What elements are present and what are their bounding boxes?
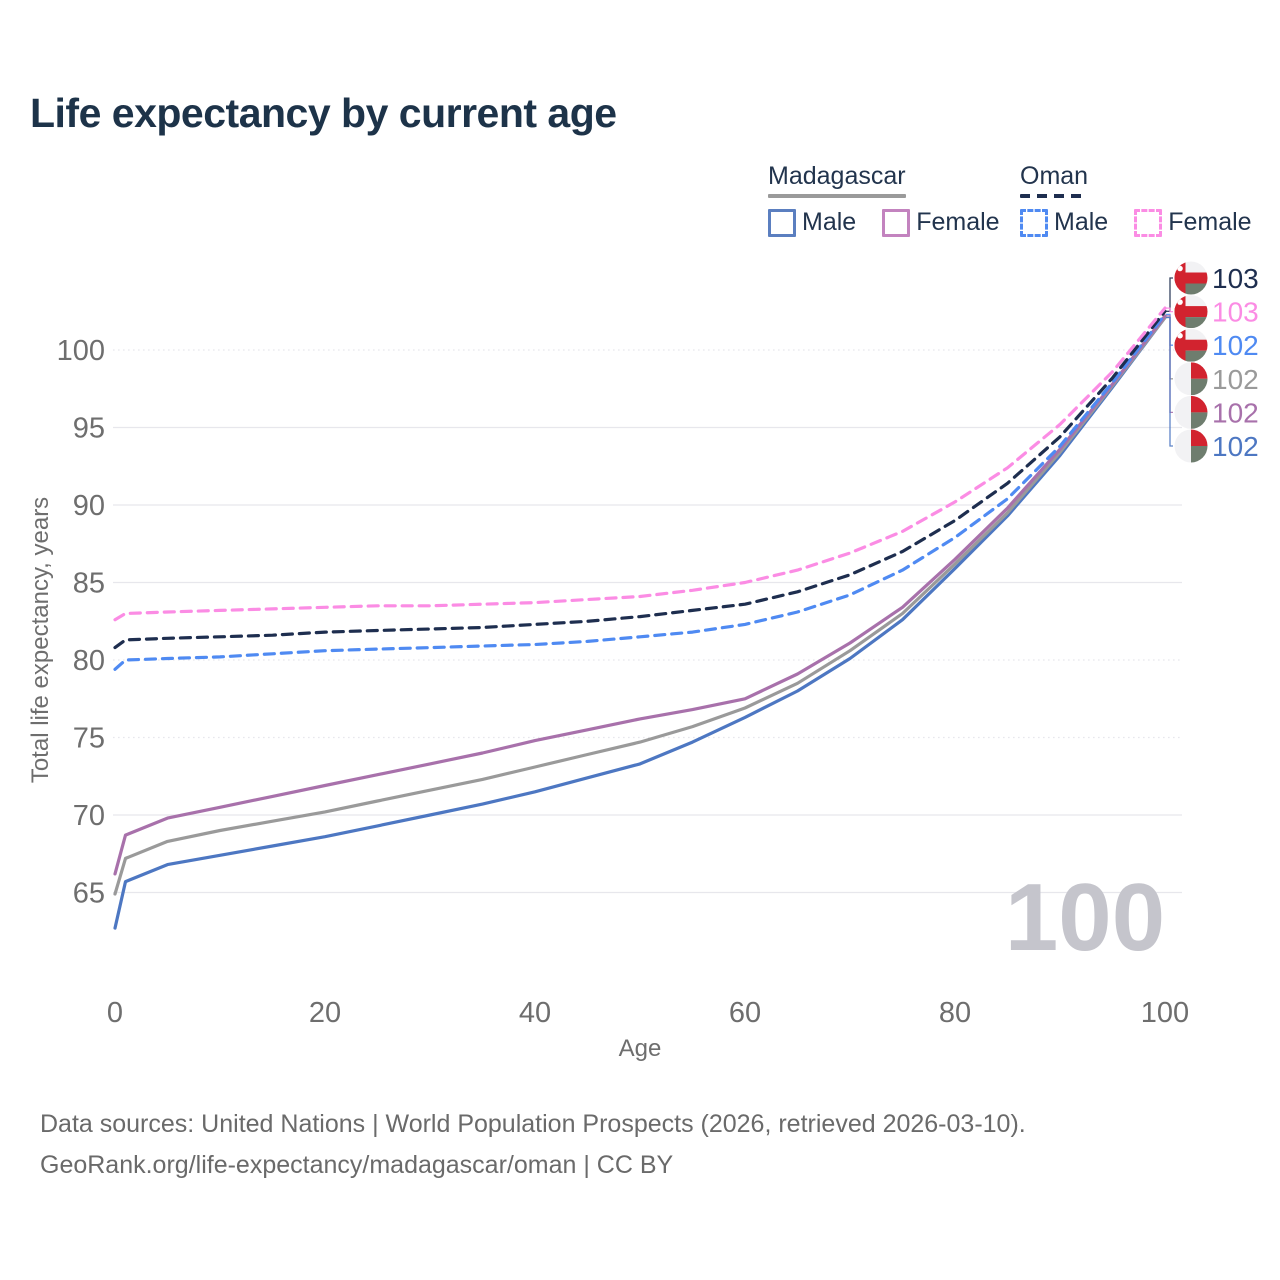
end-value-label-madagascar-female: 102 bbox=[1212, 397, 1259, 428]
legend-underline-oman bbox=[1020, 194, 1089, 198]
end-label-leader bbox=[1166, 307, 1173, 313]
end-value-label-oman-total: 103 bbox=[1212, 263, 1259, 294]
legend-group-oman: Oman Male Female bbox=[1020, 162, 1252, 237]
oman-flag-icon bbox=[1174, 328, 1208, 362]
legend-group-madagascar: Madagascar Male Female bbox=[768, 162, 1000, 237]
y-tick-label: 75 bbox=[73, 723, 105, 755]
x-tick-label: 0 bbox=[107, 997, 123, 1029]
legend-country-label-madagascar: Madagascar bbox=[768, 162, 906, 190]
end-value-label-oman-female: 103 bbox=[1212, 297, 1259, 328]
series-line-madagascar-female[interactable] bbox=[113, 314, 1167, 876]
footer-data-sources: Data sources: United Nations | World Pop… bbox=[40, 1110, 1026, 1138]
y-axis-title: Total life expectancy, years bbox=[27, 497, 54, 783]
legend-item-madagascar-female[interactable]: Female bbox=[882, 208, 1000, 237]
legend-swatch-oman-male-icon bbox=[1020, 208, 1048, 237]
legend-item-label: Male bbox=[1054, 208, 1109, 236]
oman-flag-icon bbox=[1174, 261, 1208, 295]
series-line-oman-male[interactable] bbox=[113, 312, 1167, 671]
x-tick-label: 20 bbox=[309, 997, 341, 1029]
x-tick-label: 60 bbox=[729, 997, 761, 1029]
end-value-label-madagascar-male: 102 bbox=[1212, 431, 1259, 462]
end-value-label-oman-male: 102 bbox=[1212, 330, 1259, 361]
y-tick-label: 95 bbox=[73, 413, 105, 445]
legend-underline-madagascar bbox=[768, 194, 906, 198]
series-line-madagascar-male[interactable] bbox=[113, 315, 1167, 930]
legend-item-oman-male[interactable]: Male bbox=[1020, 208, 1108, 237]
series-line-oman-female[interactable] bbox=[113, 306, 1167, 622]
page-title: Life expectancy by current age bbox=[30, 90, 617, 136]
end-label-leader bbox=[1166, 277, 1173, 312]
x-tick-label: 40 bbox=[519, 997, 551, 1029]
x-axis-title: Age bbox=[619, 1035, 662, 1062]
footer-attribution: GeoRank.org/life-expectancy/madagascar/o… bbox=[40, 1151, 674, 1179]
series-line-oman-total[interactable] bbox=[113, 309, 1167, 650]
y-tick-label: 70 bbox=[73, 800, 105, 832]
legend-item-oman-female[interactable]: Female bbox=[1134, 208, 1252, 237]
legend-item-label: Female bbox=[1168, 208, 1252, 236]
madagascar-flag-icon bbox=[1174, 429, 1208, 463]
legend-country-label-oman: Oman bbox=[1020, 162, 1089, 190]
y-tick-label: 80 bbox=[73, 645, 105, 677]
footer: Data sources: United Nations | World Pop… bbox=[40, 1104, 1026, 1186]
legend-item-label: Female bbox=[916, 208, 1000, 236]
end-label-leader bbox=[1166, 316, 1173, 447]
legend-country-oman[interactable]: Oman bbox=[1020, 162, 1089, 198]
watermark-age: 100 bbox=[1005, 864, 1165, 971]
x-tick-label: 80 bbox=[939, 997, 971, 1029]
madagascar-flag-icon bbox=[1174, 395, 1208, 429]
x-tick-label: 100 bbox=[1141, 997, 1189, 1029]
oman-flag-icon bbox=[1174, 295, 1208, 329]
y-tick-label: 90 bbox=[73, 490, 105, 522]
legend-item-madagascar-male[interactable]: Male bbox=[768, 208, 856, 237]
legend-swatch-madagascar-male-icon bbox=[768, 208, 796, 237]
legend-swatch-madagascar-female-icon bbox=[882, 208, 911, 237]
madagascar-flag-icon bbox=[1174, 362, 1208, 396]
legend-swatch-oman-female-icon bbox=[1134, 208, 1163, 237]
y-tick-label: 100 bbox=[57, 335, 105, 367]
legend-item-label: Male bbox=[802, 208, 857, 236]
y-tick-label: 85 bbox=[73, 568, 105, 600]
series-line-madagascar-total[interactable] bbox=[113, 315, 1167, 896]
y-tick-label: 65 bbox=[73, 878, 105, 910]
end-value-label-madagascar-total: 102 bbox=[1212, 364, 1259, 395]
legend-country-madagascar[interactable]: Madagascar bbox=[768, 162, 906, 198]
